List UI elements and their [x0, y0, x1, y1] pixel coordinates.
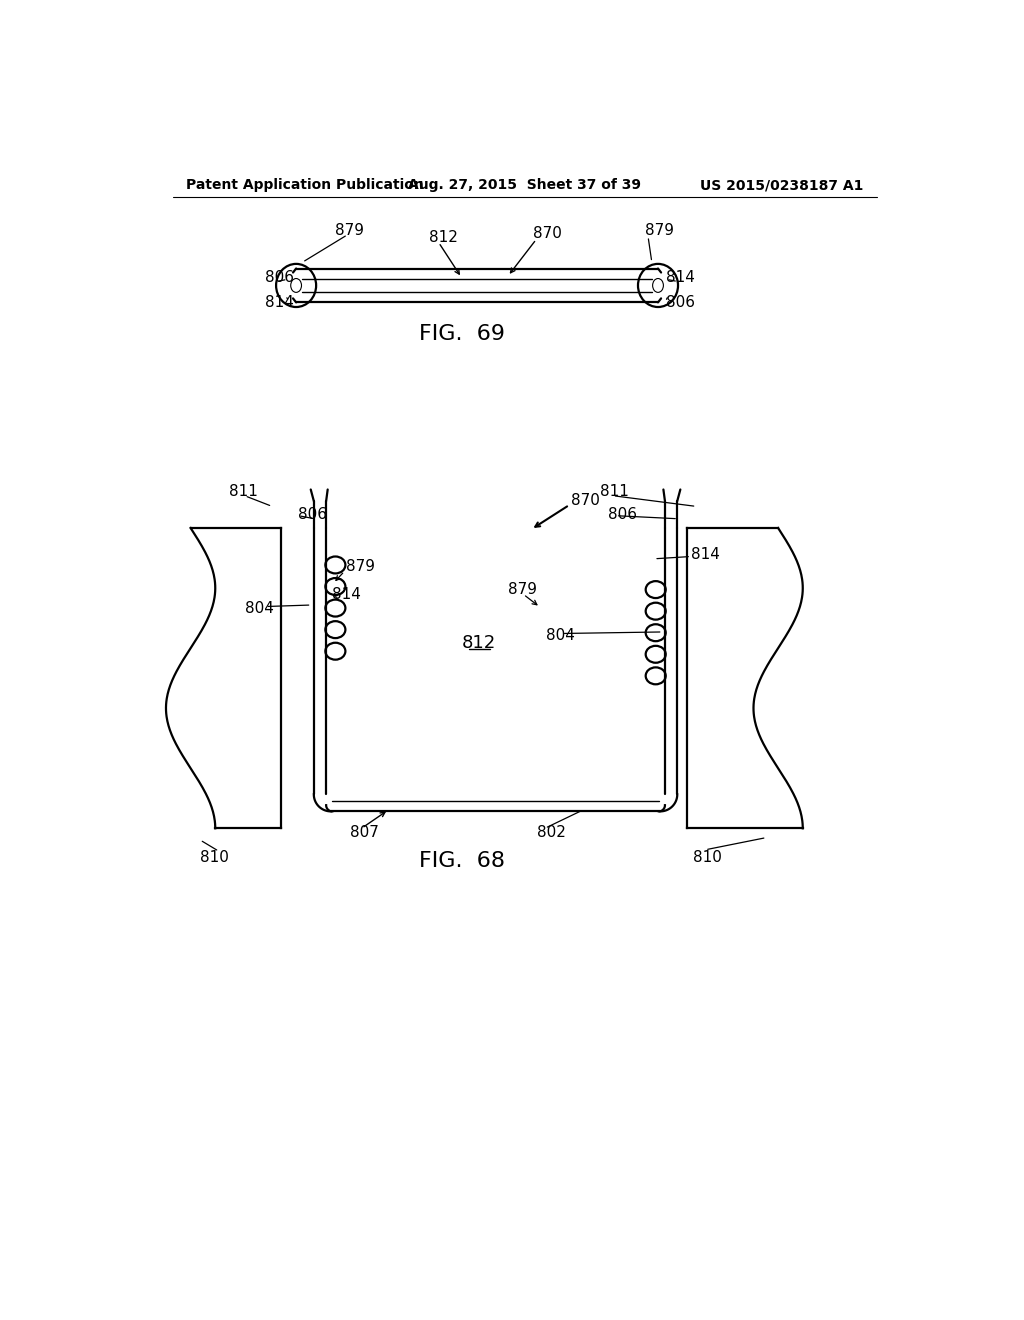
Text: 879: 879: [508, 582, 537, 597]
Text: 806: 806: [608, 507, 637, 521]
Text: 814: 814: [264, 294, 294, 310]
Text: 804: 804: [547, 628, 575, 643]
Text: 810: 810: [200, 850, 228, 865]
Text: FIG.  69: FIG. 69: [419, 323, 505, 345]
Text: 806: 806: [264, 271, 294, 285]
Text: 870: 870: [532, 226, 561, 240]
Text: Aug. 27, 2015  Sheet 37 of 39: Aug. 27, 2015 Sheet 37 of 39: [409, 178, 641, 193]
Text: 870: 870: [571, 492, 600, 508]
Text: 806: 806: [298, 507, 328, 521]
Text: 879: 879: [645, 223, 674, 238]
Text: 810: 810: [692, 850, 722, 865]
Text: 804: 804: [245, 602, 273, 616]
Text: 812: 812: [462, 635, 497, 652]
Text: FIG.  68: FIG. 68: [419, 850, 505, 871]
Text: 811: 811: [600, 483, 629, 499]
Text: 812: 812: [429, 230, 458, 246]
Text: 807: 807: [350, 825, 379, 841]
Text: 814: 814: [667, 271, 695, 285]
Text: 879: 879: [346, 558, 375, 574]
Text: 814: 814: [333, 586, 361, 602]
Text: 814: 814: [691, 548, 720, 562]
Text: 802: 802: [538, 825, 566, 841]
Text: Patent Application Publication: Patent Application Publication: [186, 178, 424, 193]
Text: 806: 806: [667, 294, 695, 310]
Text: US 2015/0238187 A1: US 2015/0238187 A1: [700, 178, 863, 193]
Text: 811: 811: [229, 483, 258, 499]
Text: 879: 879: [336, 223, 365, 238]
